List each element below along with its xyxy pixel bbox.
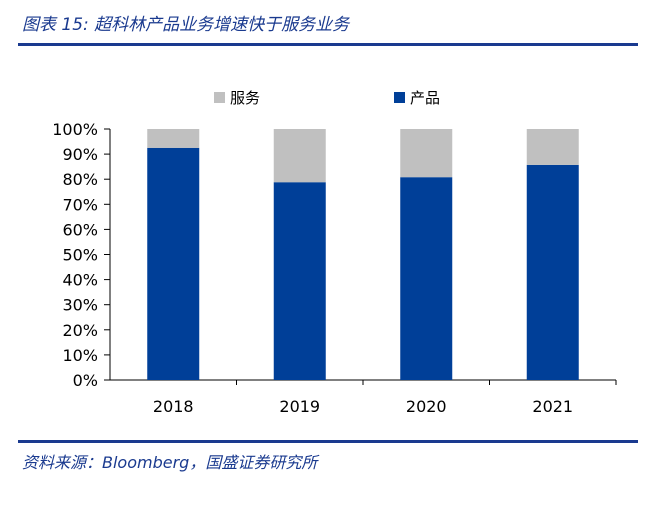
y-tick-label: 20% — [62, 321, 98, 340]
y-tick-label: 80% — [62, 170, 98, 189]
x-tick-label: 2018 — [153, 397, 194, 416]
source-note: 资料来源：Bloomberg，国盛证券研究所 — [22, 453, 318, 472]
y-tick-label: 70% — [62, 195, 98, 214]
bar-service-2019 — [273, 129, 326, 183]
stacked-bar-chart: 0% 10% 20% 30% 40% 50% 60% 70% 80% 90% 100% 2018 201… — [52, 89, 617, 416]
title-rule — [18, 43, 638, 46]
y-tick-label: 50% — [62, 246, 98, 265]
x-tick-label: 2019 — [279, 397, 320, 416]
y-tick-label: 10% — [62, 346, 98, 365]
y-tick-label: 30% — [62, 296, 98, 315]
bar-product-2021 — [526, 164, 579, 380]
figure-title: 图表 15: 超科林产品业务增速快于服务业务 — [22, 15, 350, 35]
legend-swatch — [394, 92, 405, 103]
bar-service-2020 — [400, 129, 453, 178]
y-tick-label: 0% — [73, 371, 98, 390]
bar-product-2019 — [273, 182, 326, 380]
bar-service-2018 — [147, 129, 200, 148]
source-rule — [18, 440, 638, 443]
legend-swatch — [214, 92, 225, 103]
y-tick-label: 60% — [62, 220, 98, 239]
legend-label: 服务 — [230, 89, 260, 107]
bar-product-2020 — [400, 177, 453, 380]
bar-service-2021 — [526, 129, 579, 165]
legend-label: 产品 — [410, 89, 440, 107]
x-tick-label: 2021 — [532, 397, 573, 416]
y-tick-label: 40% — [62, 271, 98, 290]
y-tick-label: 100% — [52, 120, 98, 139]
y-tick-label: 90% — [62, 145, 98, 164]
bar-product-2018 — [147, 147, 200, 380]
x-tick-label: 2020 — [406, 397, 447, 416]
